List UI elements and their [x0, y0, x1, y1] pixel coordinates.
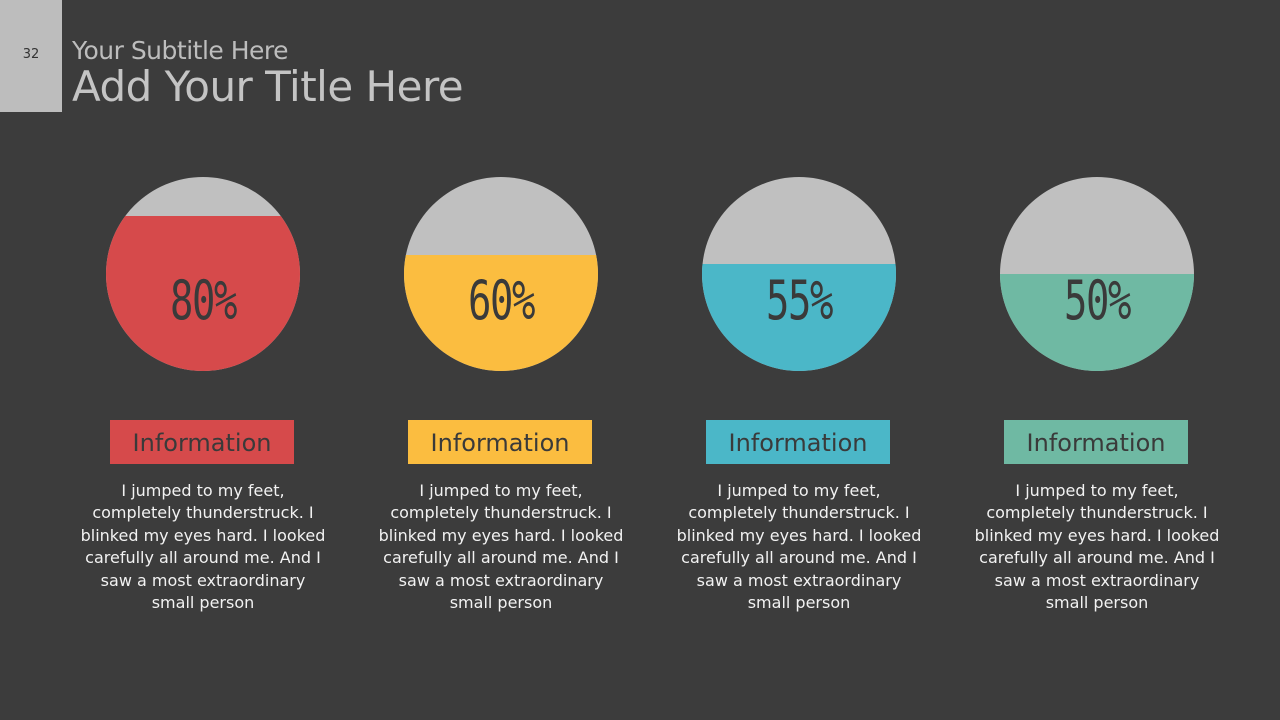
- percent-label: 80%: [170, 269, 237, 332]
- info-label: Information: [1004, 420, 1188, 464]
- slide-number: 32: [22, 47, 40, 62]
- percent-label: 50%: [1064, 269, 1131, 332]
- info-label: Information: [706, 420, 890, 464]
- info-description: I jumped to my feet, completely thunders…: [974, 481, 1220, 613]
- percent-circle: 50%: [1000, 177, 1194, 371]
- info-label: Information: [110, 420, 294, 464]
- slide-number-box: 32: [0, 0, 62, 112]
- info-description: I jumped to my feet, completely thunders…: [80, 481, 326, 613]
- subtitle: Your Subtitle Here: [72, 36, 289, 65]
- circle-fill: [702, 264, 896, 371]
- percent-label: 60%: [468, 269, 535, 332]
- percent-label: 55%: [766, 269, 833, 332]
- info-description: I jumped to my feet, completely thunders…: [676, 481, 922, 613]
- percent-circle: 55%: [702, 177, 896, 371]
- info-label: Information: [408, 420, 592, 464]
- info-description: I jumped to my feet, completely thunders…: [378, 481, 624, 613]
- circle-fill: [404, 254, 598, 371]
- circle-fill: [106, 215, 300, 371]
- percent-circle: 80%: [106, 177, 300, 371]
- percent-circle: 60%: [404, 177, 598, 371]
- page-title: Add Your Title Here: [72, 62, 464, 111]
- circle-fill: [1000, 274, 1194, 371]
